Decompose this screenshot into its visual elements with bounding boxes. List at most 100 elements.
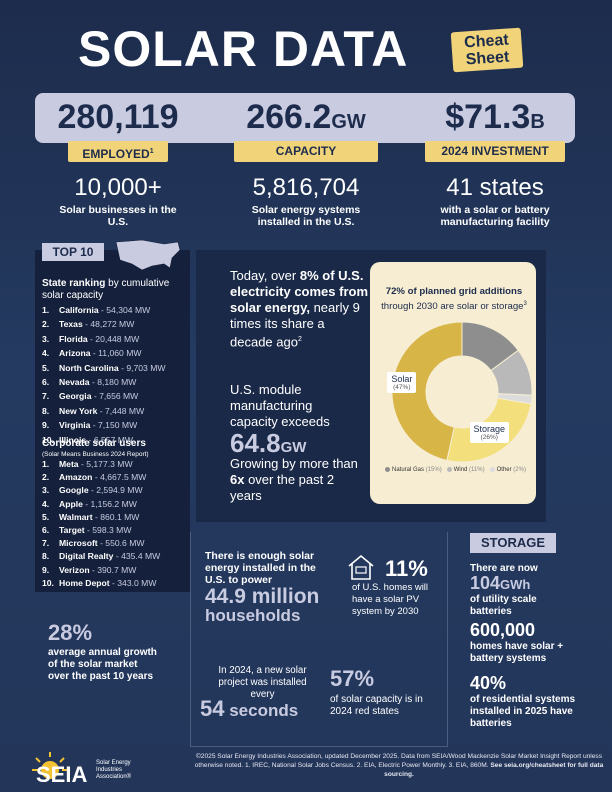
list-row: 5. North Carolina - 9,703 MW xyxy=(42,361,192,375)
item-name: Illinois xyxy=(59,434,87,445)
list-row: 4. Arizona - 11,060 MW xyxy=(42,346,192,360)
shape xyxy=(355,566,367,574)
text: Solar energy systems installed in the U.… xyxy=(251,204,361,228)
projects-text: In 2024, a new solar project was install… xyxy=(218,665,307,700)
legend-name: Other xyxy=(496,467,512,474)
red-states-text: of solar capacity is in 2024 red states xyxy=(330,694,423,717)
storage-lead: There are now xyxy=(470,563,538,574)
stat-label: CAPACITY xyxy=(234,141,378,162)
text: U.S. module manufacturing capacity excee… xyxy=(230,382,330,429)
text: State ranking xyxy=(42,278,106,289)
rank: 7. xyxy=(42,391,50,402)
list-row: 9. Virginia - 7,150 MW xyxy=(42,418,192,432)
segment-name: Storage xyxy=(473,424,506,434)
text: 3 xyxy=(523,301,527,307)
text: EMPLOYED xyxy=(82,147,150,161)
text: 44.9 million xyxy=(205,585,320,608)
legend-value: (11%) xyxy=(469,467,485,474)
shape xyxy=(35,757,41,763)
growth-text: Growing by more than 6x over the past 2 … xyxy=(230,456,360,504)
item-value: - 7,656 MW xyxy=(93,391,139,402)
electricity-text: Today, over 8% of U.S. electricity comes… xyxy=(230,268,370,350)
legend-value: (2%) xyxy=(513,467,526,474)
item-name: North Carolina xyxy=(59,362,119,373)
rank: 2. xyxy=(42,472,50,483)
rank: 10. xyxy=(42,577,54,588)
legend-dot xyxy=(446,467,452,472)
item-name: Georgia xyxy=(59,391,92,402)
list-heading: State ranking by cumulative solar capaci… xyxy=(42,278,182,302)
rank: 6. xyxy=(42,377,50,388)
projects-value: 54 seconds xyxy=(200,696,298,722)
item-name: Microsoft xyxy=(59,538,98,549)
legend-dot xyxy=(489,467,495,472)
shape xyxy=(115,239,181,271)
item-value: - 598.3 MW xyxy=(87,525,132,536)
house-icon xyxy=(348,554,374,580)
item-name: Target xyxy=(59,525,85,536)
rank: 1. xyxy=(42,305,50,315)
item-value: - 54,304 MW xyxy=(101,305,151,315)
storage-value: 104GWh xyxy=(470,573,530,594)
item-value: - 343.0 MW xyxy=(112,577,157,588)
text: 104 xyxy=(470,573,501,593)
list-row: 8. Digital Realty - 435.4 MW xyxy=(42,550,192,563)
item-value: - 8,180 MW xyxy=(91,377,137,388)
list-heading: Corporate solar users (Solar Means Busine… xyxy=(42,438,187,459)
text: See seia.org/cheatsheet for full data so… xyxy=(384,762,604,778)
growth-text: average annual growth of the solar marke… xyxy=(48,647,157,682)
legend-name: Wind xyxy=(453,467,468,474)
text: through 2030 are solar or storage xyxy=(381,301,524,313)
item-name: Digital Realty xyxy=(59,551,114,562)
storage-text: of utility scale batteries xyxy=(470,594,537,617)
item-name: New York xyxy=(59,405,98,416)
shape xyxy=(41,761,59,779)
rank: 6. xyxy=(42,525,50,536)
legend-value: (15%) xyxy=(425,467,442,474)
item-value: - 860.1 MW xyxy=(94,511,140,522)
item-name: Verizon xyxy=(59,564,90,575)
rank: 5. xyxy=(42,511,50,522)
rank: 5. xyxy=(42,362,50,373)
seia-logo: SEIA xyxy=(36,762,88,787)
item-name: Home Depot xyxy=(59,577,110,588)
footnotes: ©2025 Solar Energy Industries Associatio… xyxy=(190,752,608,779)
legend-dot xyxy=(385,467,390,472)
rank: 3. xyxy=(42,485,50,496)
list-row: 4. Apple - 1,156.2 MW xyxy=(42,498,192,511)
text: 10,000+ xyxy=(74,174,162,201)
item-value: - 7,150 MW xyxy=(92,420,138,431)
list-row: 10. Home Depot - 343.0 MW xyxy=(42,577,192,590)
item-value: - 48,272 MW xyxy=(85,319,135,330)
rank: 4. xyxy=(42,348,50,359)
segment-name: Solar xyxy=(391,374,413,385)
text: 266.2 xyxy=(246,98,332,136)
item-name: Walmart xyxy=(59,511,93,522)
text: nearly 9 times its share a decade ago xyxy=(230,300,360,350)
households-value: 44.9 million households xyxy=(205,585,345,625)
list-row: 1. California - 54,304 MW xyxy=(42,303,192,317)
text: seconds xyxy=(229,701,299,720)
share-text: of residential systems installed in 2025… xyxy=(470,694,576,729)
storage-badge: STORAGE xyxy=(470,533,556,553)
donut-segment xyxy=(391,321,463,461)
item-name: Nevada xyxy=(59,377,90,388)
text: Corporate solar users xyxy=(42,438,146,449)
seia-logo-icon xyxy=(32,752,68,779)
highlight: 10,000+ Solar businesses in the U.S. xyxy=(28,174,208,228)
text: $71.3 xyxy=(445,98,531,136)
battery-homes-text: homes have solar + battery systems xyxy=(470,641,564,664)
item-name: Florida xyxy=(59,333,88,344)
segment-value: (47%) xyxy=(393,384,411,392)
list-row: 10. Illinois - 6,557 MW xyxy=(42,433,192,447)
highlight: 5,816,704 Solar energy systems installed … xyxy=(216,174,396,228)
text: 5,816,704 xyxy=(252,174,360,201)
item-value: - 1,156.2 MW xyxy=(85,498,137,509)
text: 2024 INVESTMENT xyxy=(441,144,549,158)
homes-text: of U.S. homes will have a solar PV syste… xyxy=(352,582,429,617)
text: 64.8 xyxy=(230,428,281,458)
list-row: 5. Walmart - 860.1 MW xyxy=(42,511,192,524)
item-name: Google xyxy=(59,485,89,496)
text: 54 xyxy=(200,696,225,721)
donut-title: 72% of planned grid additions through 203… xyxy=(378,286,530,313)
